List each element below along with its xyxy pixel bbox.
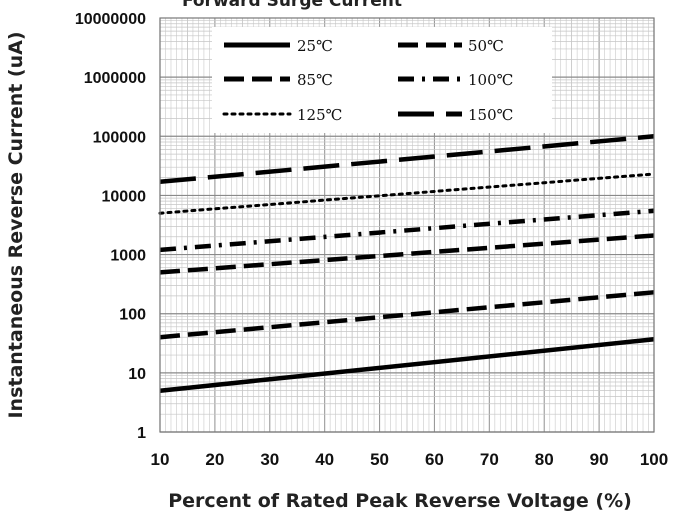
series-line-5 [159, 134, 655, 185]
y-tick-label: 1000000 [84, 70, 146, 87]
legend-label-5: 150℃ [468, 106, 513, 124]
y-tick-label: 1000 [110, 248, 146, 265]
y-tick-label: 10000000 [75, 11, 146, 28]
legend-label-2: 85℃ [297, 71, 333, 89]
x-tick-labels: 10 20 30 40 50 60 70 80 90 100 [151, 450, 669, 469]
x-tick-label: 50 [370, 450, 389, 469]
legend-label-1: 50℃ [468, 37, 504, 55]
x-tick-label: 10 [151, 450, 170, 469]
x-tick-label: 90 [590, 450, 609, 469]
x-tick-label: 40 [315, 450, 334, 469]
legend: 25℃ 50℃ 85℃ 100℃ 125℃ 150℃ [222, 37, 513, 124]
legend-label-3: 100℃ [468, 71, 513, 89]
y-axis-label: Instantaneous Reverse Current (uA) [5, 31, 27, 418]
y-tick-label: 100000 [93, 129, 146, 146]
series-line-0 [159, 337, 655, 393]
y-tick-labels: 1 10 100 1000 10000 100000 1000000 10000000 [75, 11, 146, 442]
legend-label-0: 25℃ [297, 37, 333, 55]
x-axis-label: Percent of Rated Peak Reverse Voltage (%… [168, 490, 632, 512]
chart-title: Forward Surge Current [182, 0, 402, 11]
x-tick-label: 70 [480, 450, 499, 469]
x-tick-label: 80 [535, 450, 554, 469]
x-tick-label: 30 [260, 450, 279, 469]
x-tick-label: 100 [640, 450, 668, 469]
y-tick-label: 100 [119, 307, 146, 324]
series-layer [158, 134, 656, 393]
x-tick-label: 60 [425, 450, 444, 469]
y-tick-label: 10 [128, 366, 146, 383]
y-tick-label: 10000 [102, 188, 147, 205]
y-tick-label: 1 [137, 425, 146, 442]
series-line-3 [159, 208, 655, 253]
plot-frame [159, 17, 655, 433]
legend-label-4: 125℃ [297, 106, 342, 124]
x-tick-label: 20 [205, 450, 224, 469]
series-line-4 [158, 172, 656, 215]
